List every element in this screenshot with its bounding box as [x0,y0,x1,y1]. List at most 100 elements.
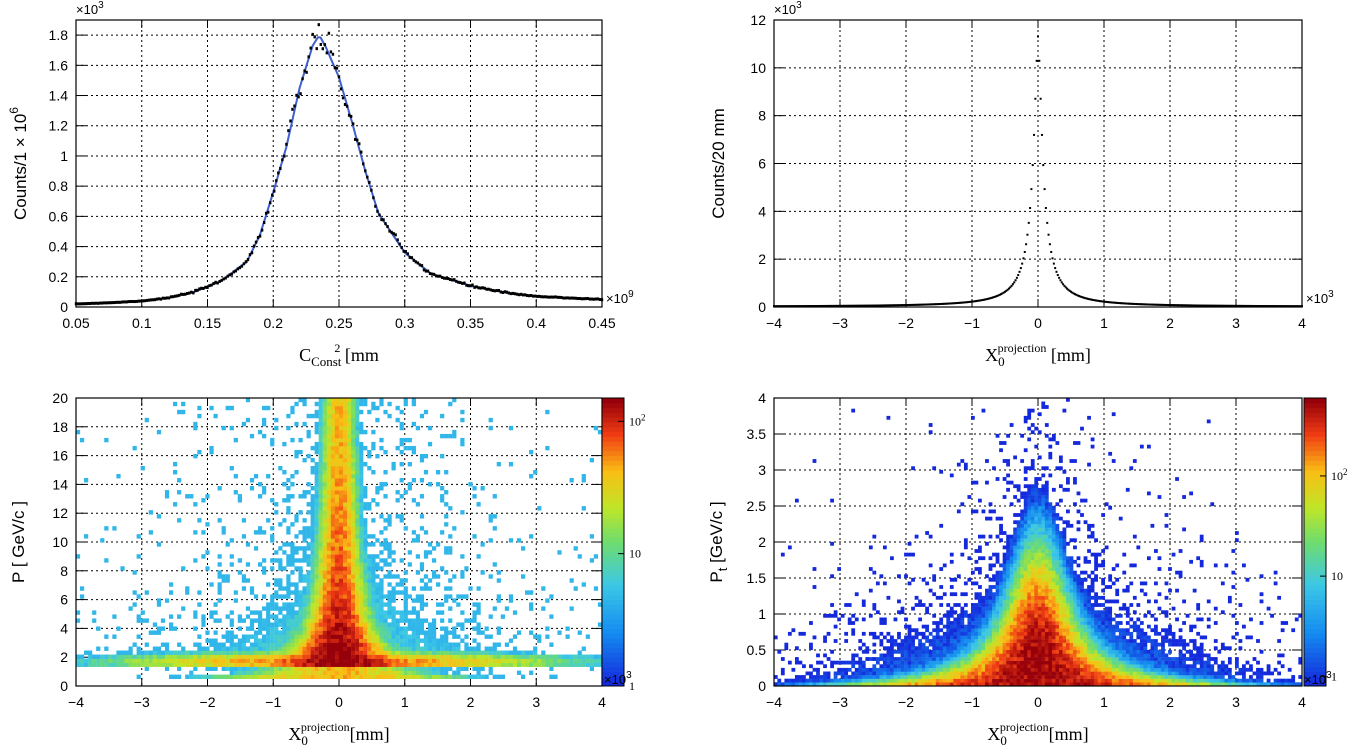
heatmap-cell [310,530,315,535]
heatmap-cell [351,486,356,491]
heatmap-cell [318,453,323,459]
heatmap-cell [363,574,368,579]
heatmap-cell [355,518,360,523]
heatmap-cell [581,662,586,667]
heatmap-cell [992,509,996,514]
data-point [1075,293,1078,296]
heatmap-cell [995,649,1000,654]
heatmap-cell [488,650,493,655]
heatmap-cell [872,606,877,611]
heatmap-cell [1006,480,1010,485]
heatmap-cell [217,618,222,623]
heatmap-cell [403,666,408,671]
heatmap-cell [249,642,255,647]
data-point [923,303,926,306]
heatmap-cell [359,630,364,635]
heatmap-cell [189,658,194,663]
heatmap-cell [963,538,968,543]
heatmap-cell [419,602,425,607]
heatmap-cell [249,658,255,663]
heatmap-cell [537,638,542,643]
heatmap-cell [440,618,445,623]
heatmap-cell [415,534,420,539]
heatmap-cell [326,618,331,623]
heatmap-cell [565,634,570,639]
heatmap-cell [347,425,352,431]
heatmap-cell [967,642,972,647]
heatmap-cell [334,574,340,579]
heatmap-cell [128,646,133,651]
heatmap-cell [322,425,327,431]
heatmap-cell [974,675,979,679]
heatmap-cell [868,671,873,676]
heatmap-cell [245,638,251,643]
heatmap-cell [79,437,85,443]
heatmap-cell [787,631,792,636]
x-tick-label: −1 [265,694,281,710]
heatmap-cell [326,670,331,675]
heatmap-cell [391,630,396,635]
data-point [902,304,905,307]
heatmap-cell [96,662,101,667]
data-point [1256,304,1259,307]
heatmap-cell [999,516,1003,521]
y-tick-label: 0.8 [49,178,69,194]
data-point [1209,304,1212,307]
heatmap-cell [549,654,554,659]
heatmap-cell [314,654,319,659]
heatmap-cell [900,664,905,669]
heatmap-cell [233,642,238,647]
heatmap-cell [956,682,961,687]
data-point [1295,305,1298,308]
data-point [1081,296,1084,299]
data-point [443,276,446,280]
heatmap-cell [282,634,287,639]
heatmap-cell [359,445,364,451]
heatmap-cell [589,666,594,671]
data-point [509,292,513,296]
heatmap-cell [363,626,368,631]
heatmap-cell [963,624,968,629]
heatmap-cell [589,457,594,463]
heatmap-cell [949,649,954,654]
heatmap-cell [395,634,400,639]
heatmap-cell [334,578,340,583]
heatmap-cell [960,592,965,597]
heatmap-cell [967,621,972,625]
heatmap-cell [886,682,891,687]
heatmap-cell [290,622,295,627]
heatmap-cell [201,654,206,659]
data-point [273,189,276,193]
heatmap-cell [338,658,344,663]
heatmap-cell [322,494,327,499]
data-point [315,47,318,51]
heatmap-cell [444,650,449,655]
heatmap-cell [921,624,926,629]
heatmap-cell [326,586,331,591]
data-point [1270,305,1273,308]
data-point [1217,304,1220,307]
heatmap-cell [298,530,303,535]
heatmap-cell [436,662,441,667]
data-point [850,304,853,307]
heatmap-cell [833,682,838,687]
heatmap-cell [270,642,275,647]
data-point [1169,304,1171,307]
heatmap-cell [278,594,283,599]
heatmap-cell [939,671,944,676]
colorbar-segment [602,513,624,519]
heatmap-cell [330,606,336,611]
heatmap-cell [500,650,505,655]
data-point [1125,302,1128,305]
heatmap-cell [314,534,319,539]
heatmap-cell [347,441,352,447]
heatmap-cell [371,626,376,631]
heatmap-cell [229,554,234,559]
heatmap-cell [237,498,242,503]
data-point [1005,289,1008,292]
heatmap-cell [978,664,982,669]
data-point [955,302,958,305]
heatmap-cell [419,674,425,679]
heatmap-cell [399,670,404,675]
heatmap-cell [925,667,930,672]
